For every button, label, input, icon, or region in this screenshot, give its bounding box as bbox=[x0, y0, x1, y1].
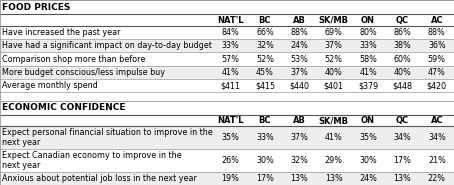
Bar bbox=[0, 149, 454, 172]
Text: 24%: 24% bbox=[359, 174, 377, 183]
Text: 66%: 66% bbox=[256, 28, 274, 37]
Text: 37%: 37% bbox=[291, 133, 308, 142]
Text: 13%: 13% bbox=[291, 174, 308, 183]
Text: 88%: 88% bbox=[291, 28, 308, 37]
Text: 21%: 21% bbox=[428, 156, 446, 165]
Text: $420: $420 bbox=[427, 81, 447, 90]
Text: AC: AC bbox=[430, 16, 443, 25]
Text: 40%: 40% bbox=[394, 68, 411, 77]
Text: 24%: 24% bbox=[291, 41, 308, 50]
Bar bbox=[0, 115, 454, 126]
Text: 30%: 30% bbox=[256, 156, 274, 165]
Text: 86%: 86% bbox=[394, 28, 411, 37]
Bar bbox=[0, 66, 454, 79]
Text: Comparison shop more than before: Comparison shop more than before bbox=[2, 55, 145, 64]
Bar bbox=[0, 126, 454, 149]
Text: 69%: 69% bbox=[325, 28, 343, 37]
Text: BC: BC bbox=[259, 116, 271, 125]
Bar bbox=[0, 101, 454, 115]
Text: ON: ON bbox=[361, 116, 375, 125]
Text: 40%: 40% bbox=[325, 68, 343, 77]
Text: 33%: 33% bbox=[359, 41, 377, 50]
Text: 33%: 33% bbox=[256, 133, 274, 142]
Text: 84%: 84% bbox=[222, 28, 239, 37]
Text: 34%: 34% bbox=[428, 133, 446, 142]
Text: 60%: 60% bbox=[394, 55, 411, 64]
Text: 17%: 17% bbox=[256, 174, 274, 183]
Text: 58%: 58% bbox=[359, 55, 377, 64]
Text: 47%: 47% bbox=[428, 68, 446, 77]
Text: 41%: 41% bbox=[359, 68, 377, 77]
Text: 33%: 33% bbox=[222, 41, 239, 50]
Text: 57%: 57% bbox=[222, 55, 240, 64]
Text: Have had a significant impact on day-to-day budget: Have had a significant impact on day-to-… bbox=[2, 41, 212, 50]
Text: 26%: 26% bbox=[222, 156, 240, 165]
Text: More budget conscious/less impulse buy: More budget conscious/less impulse buy bbox=[2, 68, 165, 77]
Text: ON: ON bbox=[361, 16, 375, 25]
Text: FOOD PRICES: FOOD PRICES bbox=[2, 3, 70, 12]
Text: 41%: 41% bbox=[222, 68, 239, 77]
Bar bbox=[0, 172, 454, 185]
Text: $379: $379 bbox=[358, 81, 378, 90]
Text: AB: AB bbox=[293, 16, 306, 25]
Bar bbox=[0, 14, 454, 26]
Text: Average monthly spend: Average monthly spend bbox=[2, 81, 98, 90]
Text: 35%: 35% bbox=[222, 133, 240, 142]
Text: 53%: 53% bbox=[291, 55, 308, 64]
Text: 17%: 17% bbox=[394, 156, 411, 165]
Text: QC: QC bbox=[396, 116, 409, 125]
Text: NAT'L: NAT'L bbox=[217, 16, 244, 25]
Text: Expect personal financial situation to improve in the
next year: Expect personal financial situation to i… bbox=[2, 128, 212, 147]
Text: 88%: 88% bbox=[428, 28, 446, 37]
Bar bbox=[0, 52, 454, 66]
Text: NAT'L: NAT'L bbox=[217, 116, 244, 125]
Text: $401: $401 bbox=[324, 81, 344, 90]
Text: AB: AB bbox=[293, 116, 306, 125]
Text: 13%: 13% bbox=[325, 174, 343, 183]
Text: SK/MB: SK/MB bbox=[319, 116, 349, 125]
Text: 52%: 52% bbox=[256, 55, 274, 64]
Text: Expect Canadian economy to improve in the
next year: Expect Canadian economy to improve in th… bbox=[2, 151, 182, 170]
Text: 29%: 29% bbox=[325, 156, 343, 165]
Text: AC: AC bbox=[430, 116, 443, 125]
Text: 13%: 13% bbox=[394, 174, 411, 183]
Text: $411: $411 bbox=[221, 81, 241, 90]
Text: SK/MB: SK/MB bbox=[319, 16, 349, 25]
Text: 37%: 37% bbox=[325, 41, 343, 50]
Text: 59%: 59% bbox=[428, 55, 446, 64]
Text: 34%: 34% bbox=[394, 133, 411, 142]
Text: BC: BC bbox=[259, 16, 271, 25]
Text: 38%: 38% bbox=[394, 41, 411, 50]
Text: $415: $415 bbox=[255, 81, 275, 90]
Text: $448: $448 bbox=[392, 81, 412, 90]
Bar bbox=[0, 39, 454, 52]
Text: 45%: 45% bbox=[256, 68, 274, 77]
Text: 32%: 32% bbox=[291, 156, 308, 165]
Text: Have increased the past year: Have increased the past year bbox=[2, 28, 120, 37]
Bar bbox=[0, 79, 454, 92]
Text: 52%: 52% bbox=[325, 55, 343, 64]
Text: 80%: 80% bbox=[359, 28, 377, 37]
Text: 37%: 37% bbox=[291, 68, 308, 77]
Text: $440: $440 bbox=[289, 81, 309, 90]
Text: 30%: 30% bbox=[359, 156, 377, 165]
Text: 41%: 41% bbox=[325, 133, 343, 142]
Text: QC: QC bbox=[396, 16, 409, 25]
Text: 35%: 35% bbox=[359, 133, 377, 142]
Bar bbox=[0, 0, 454, 14]
Text: 32%: 32% bbox=[256, 41, 274, 50]
Text: 36%: 36% bbox=[428, 41, 446, 50]
Text: 22%: 22% bbox=[428, 174, 446, 183]
Text: 19%: 19% bbox=[222, 174, 240, 183]
Bar bbox=[0, 26, 454, 39]
Text: Anxious about potential job loss in the next year: Anxious about potential job loss in the … bbox=[2, 174, 197, 183]
Text: ECONOMIC CONFIDENCE: ECONOMIC CONFIDENCE bbox=[2, 103, 125, 112]
